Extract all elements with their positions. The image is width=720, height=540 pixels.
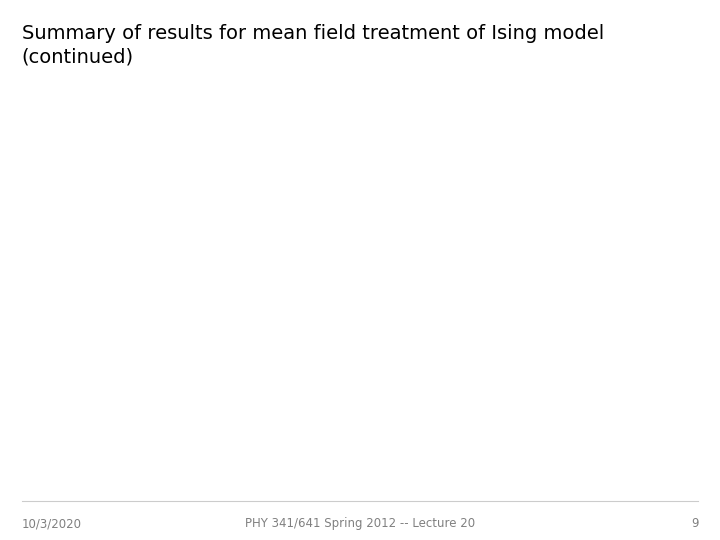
- Text: 9: 9: [691, 517, 698, 530]
- Text: PHY 341/641 Spring 2012 -- Lecture 20: PHY 341/641 Spring 2012 -- Lecture 20: [245, 517, 475, 530]
- Text: 10/3/2020: 10/3/2020: [22, 517, 81, 530]
- Text: Summary of results for mean field treatment of Ising model
(continued): Summary of results for mean field treatm…: [22, 24, 604, 67]
